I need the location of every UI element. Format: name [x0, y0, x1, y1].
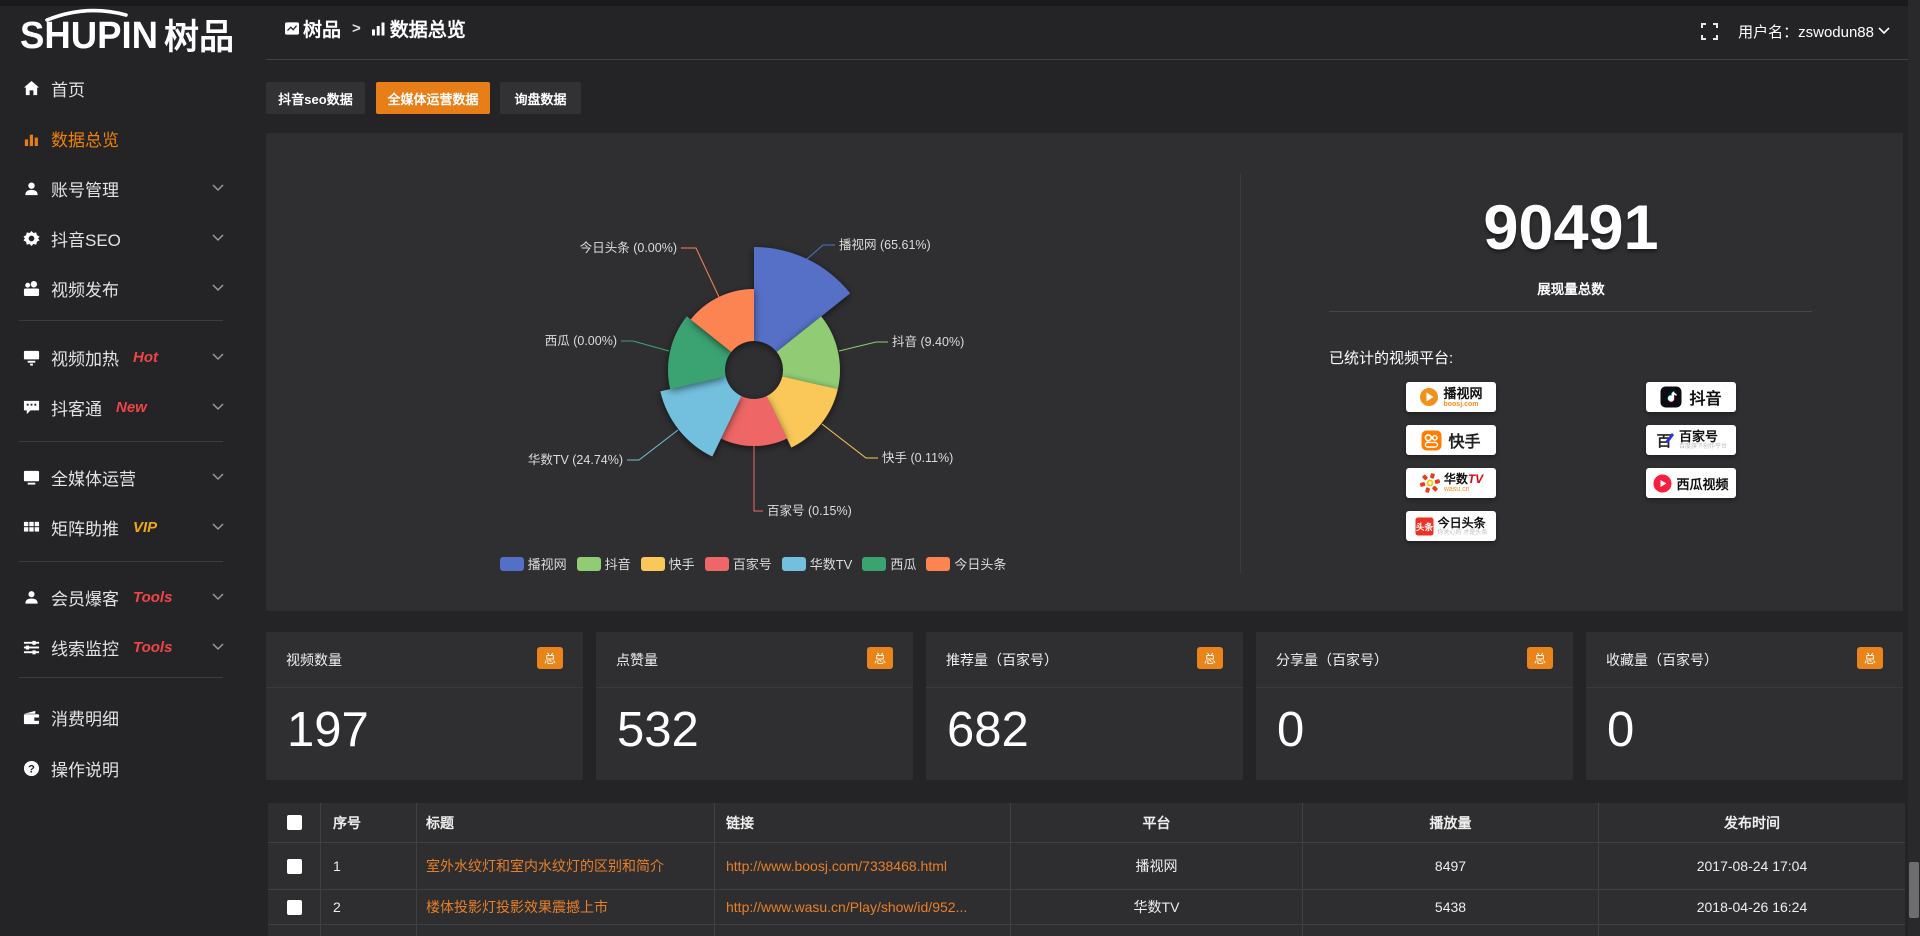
svg-text:头条: 头条	[1416, 522, 1434, 532]
svg-text:百: 百	[1656, 433, 1671, 450]
svg-text:快手 (0.11%): 快手 (0.11%)	[882, 451, 953, 465]
svg-text:华数TV (24.74%): 华数TV (24.74%)	[528, 452, 623, 467]
svg-text:播视网 (65.61%): 播视网 (65.61%)	[839, 237, 931, 252]
svg-text:树品: 树品	[164, 18, 234, 53]
svg-text:SHUPIN: SHUPIN	[20, 15, 158, 53]
svg-text:?: ?	[28, 763, 35, 775]
svg-text:百家号 (0.15%): 百家号 (0.15%)	[767, 503, 852, 518]
svg-text:西瓜 (0.00%): 西瓜 (0.00%)	[545, 334, 617, 348]
svg-text:今日头条 (0.00%): 今日头条 (0.00%)	[580, 240, 677, 255]
svg-text:抖音 (9.40%): 抖音 (9.40%)	[892, 334, 964, 349]
